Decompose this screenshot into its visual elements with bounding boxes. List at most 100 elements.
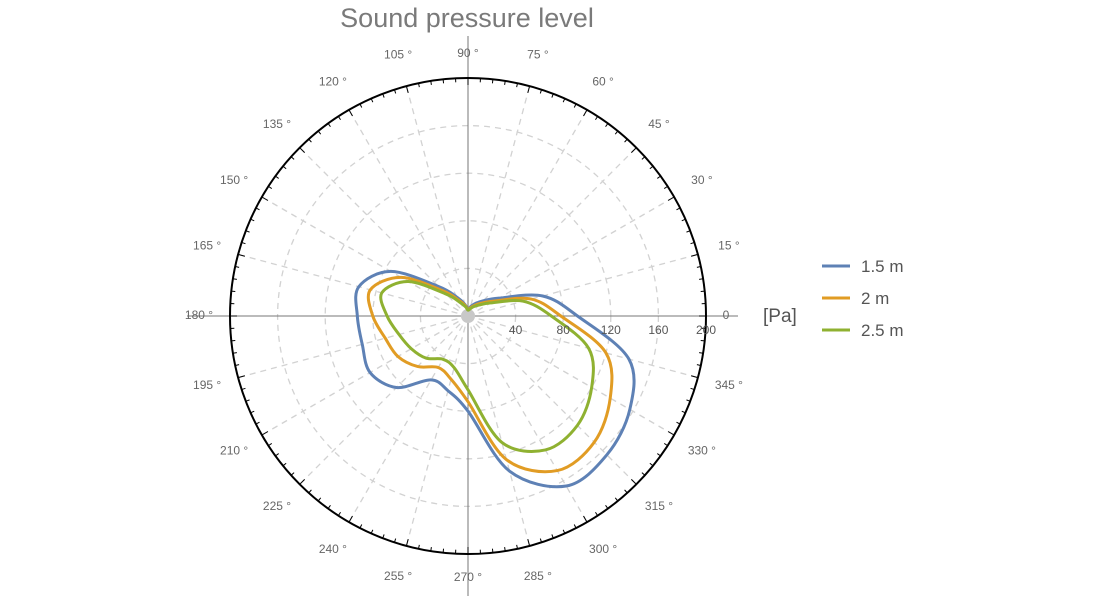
ring-tick-33 [663, 185, 668, 189]
ring-tick-60 [583, 109, 588, 117]
ring-tick-294 [562, 529, 566, 534]
angle-label-120: 120 ° [319, 74, 347, 88]
angle-label-240: 240 ° [319, 542, 347, 556]
angle-label-330: 330 ° [688, 443, 716, 457]
ring-tick-138 [290, 156, 295, 160]
angle-label-60: 60 ° [592, 74, 614, 88]
ring-tick-315 [630, 478, 637, 485]
angle-label-165: 165 ° [193, 238, 221, 252]
ring-tick-258 [418, 544, 420, 549]
angle-label-210: 210 ° [220, 443, 248, 457]
grid-spoke-75 [467, 85, 531, 317]
grid-spoke-165 [237, 253, 469, 317]
radial-unit-label: [Pa] [763, 306, 797, 327]
ring-tick-285 [527, 538, 531, 547]
angle-label-0: 0 [723, 308, 730, 322]
angle-label-195: 195 ° [193, 378, 221, 392]
grid-spoke-285 [467, 315, 531, 547]
ring-tick-147 [268, 185, 273, 189]
radial-tick-label-120: 120 [601, 323, 621, 337]
ring-tick-255 [405, 538, 409, 547]
ring-tick-63 [573, 103, 577, 108]
ring-tick-111 [382, 93, 385, 98]
ring-tick-12 [696, 266, 701, 268]
ring-tick-171 [232, 278, 237, 280]
ring-tick-240 [348, 515, 353, 523]
ring-tick-231 [317, 497, 322, 502]
ring-tick-336 [681, 410, 686, 414]
ring-tick-75 [527, 85, 531, 94]
axis-labels: 0 15 ° 30 ° 45 ° 60 ° 75 ° 90 ° 105 ° 120 ° 135 °… [185, 46, 743, 584]
radial-tick-label-200: 200 [696, 323, 716, 337]
ring-tick-339 [686, 399, 691, 402]
ring-tick-144 [275, 175, 279, 179]
angle-label-45: 45 ° [648, 117, 670, 131]
ring-tick-252 [393, 538, 397, 543]
ring-tick-204 [250, 410, 255, 414]
ring-tick-312 [624, 489, 628, 494]
grid-spoke-60 [467, 109, 588, 317]
ring-tick-39 [649, 165, 654, 170]
ring-tick-57 [595, 116, 599, 121]
angle-label-105: 105 ° [384, 47, 412, 61]
ring-tick-72 [539, 89, 543, 94]
ring-tick-105 [405, 85, 409, 94]
ring-tick-156 [250, 218, 255, 222]
ring-tick-333 [676, 421, 681, 425]
ring-tick-213 [268, 443, 273, 447]
ring-tick-129 [317, 130, 322, 135]
grid-spoke-15 [467, 253, 699, 317]
ring-tick-42 [641, 156, 646, 160]
ring-tick-327 [663, 443, 668, 447]
ring-tick-132 [308, 138, 312, 143]
grid-spoke-300 [467, 315, 588, 523]
ring-tick-243 [359, 524, 363, 529]
ring-tick-117 [359, 103, 363, 108]
ring-tick-219 [282, 462, 287, 467]
ring-tick-330 [667, 431, 675, 436]
ring-tick-288 [539, 538, 543, 543]
ring-tick-282 [516, 544, 518, 549]
ring-tick-21 [686, 230, 691, 233]
ring-tick-351 [699, 352, 704, 354]
radial-tick-label-160: 160 [648, 323, 668, 337]
legend-label-2: 2 m [861, 289, 889, 308]
grid-spoke-30 [467, 196, 675, 317]
ring-tick-153 [255, 207, 260, 211]
grid-spoke-240 [348, 315, 469, 523]
ring-tick-216 [275, 453, 279, 457]
angle-label-150: 150 ° [220, 173, 248, 187]
ring-tick-30 [667, 196, 675, 201]
legend-label-3: 2.5 m [861, 321, 904, 340]
angle-label-300: 300 ° [589, 542, 617, 556]
ring-tick-324 [657, 453, 661, 457]
angle-label-30: 30 ° [691, 173, 713, 187]
ring-tick-234 [327, 505, 331, 509]
ring-tick-249 [382, 534, 385, 539]
ring-tick-225 [299, 478, 306, 485]
ring-tick-102 [418, 83, 420, 88]
grid-spoke-210 [261, 315, 469, 436]
ring-tick-27 [676, 207, 681, 211]
ring-tick-237 [337, 511, 341, 516]
ring-tick-246 [370, 529, 374, 534]
polar-grid [187, 36, 738, 596]
ring-tick-348 [696, 364, 701, 366]
grid-spoke-255 [405, 315, 469, 547]
ring-tick-222 [290, 472, 295, 476]
grid-spoke-120 [348, 109, 469, 317]
legend: 1.5 m 2 m 2.5 m [822, 257, 904, 340]
angle-label-225: 225 ° [263, 499, 291, 513]
grid-spoke-315 [467, 315, 637, 485]
angle-label-75: 75 ° [527, 47, 549, 61]
angle-label-180: 180 ° [185, 308, 213, 322]
radial-tick-label-40: 40 [509, 323, 523, 337]
ring-tick-201 [245, 399, 250, 402]
grid-spoke-345 [467, 315, 699, 379]
angle-label-255: 255 ° [384, 569, 412, 583]
ring-tick-291 [551, 534, 554, 539]
ring-tick-141 [282, 165, 287, 170]
ring-tick-150 [261, 196, 269, 201]
ring-tick-303 [595, 511, 599, 516]
